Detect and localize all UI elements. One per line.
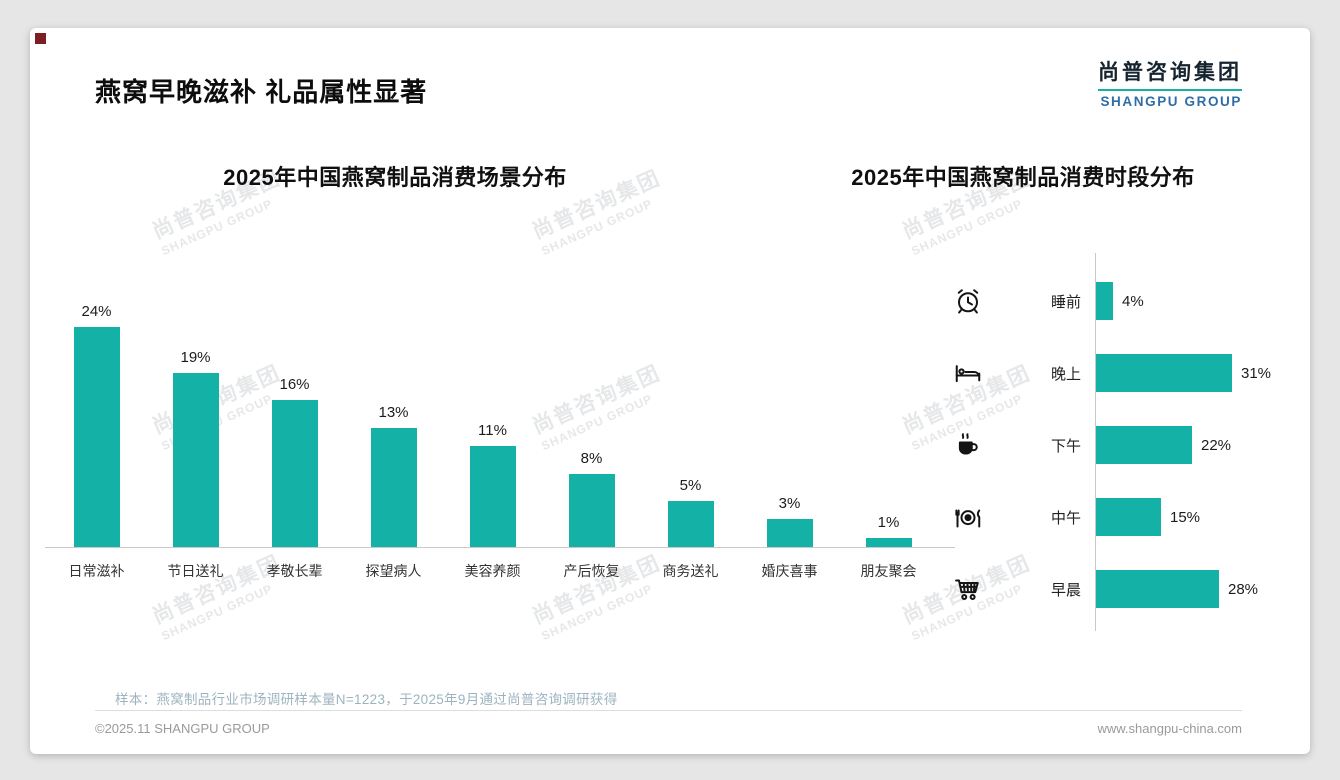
bar-column: 1% <box>839 514 938 547</box>
time-category-label: 早晨 <box>1050 581 1081 599</box>
bar-column: 16% <box>245 376 344 547</box>
company-logo: 尚普咨询集团 SHANGPU GROUP <box>1098 56 1242 109</box>
time-row: 下午 22% <box>788 409 1308 481</box>
bar <box>370 428 417 547</box>
time-category-label: 中午 <box>1050 509 1081 527</box>
bar-value-label: 8% <box>580 450 603 467</box>
bar-value-label: 22% <box>1201 436 1232 454</box>
bar-column: 11% <box>443 422 542 547</box>
bar-category-label: 孝敬长辈 <box>266 563 323 579</box>
logo-en-text: SHANGPU GROUP <box>1100 94 1242 109</box>
scenario-chart-axis <box>45 547 955 548</box>
bar <box>469 446 516 547</box>
scenario-chart-categories: 日常滋补 节日送礼 孝敬长辈 探望病人 美容养颜 产后恢复 商务送礼 婚庆喜事 朋友聚会 <box>45 548 955 581</box>
bar-column: 13% <box>344 404 443 547</box>
bar <box>568 474 615 547</box>
slide-card: 燕窝早晚滋补 礼品属性显著 尚普咨询集团 SHANGPU GROUP 尚普咨询集… <box>30 28 1310 754</box>
scenario-chart-section: 2025年中国燕窝制品消费场景分布 24% 19% 16% 13% 11% 8% 5% 3% 1… <box>45 160 955 581</box>
bar-value-label: 31% <box>1241 364 1272 382</box>
time-chart-title: 2025年中国燕窝制品消费时段分布 <box>851 165 1195 190</box>
bar-value-label: 4% <box>1122 292 1144 310</box>
coffee-cup-icon <box>953 430 995 460</box>
bar-category-label: 日常滋补 <box>68 563 125 579</box>
footer: ©2025.11 SHANGPU GROUP www.shangpu-china… <box>95 710 1242 736</box>
time-category-label: 晚上 <box>1050 365 1081 383</box>
time-category-label: 下午 <box>1050 437 1081 455</box>
time-row: 睡前 4% <box>788 265 1308 337</box>
time-row: 早晨 28% <box>788 553 1308 625</box>
corner-accent-square <box>35 33 46 44</box>
bar <box>1095 426 1192 464</box>
bar <box>73 327 120 547</box>
bar-column: 3% <box>740 495 839 547</box>
bar <box>1095 498 1161 536</box>
bar <box>1095 570 1219 608</box>
time-chart-section: 2025年中国燕窝制品消费时段分布 睡前 4% 晚上 31% 下午 22% 中午 15%… <box>788 160 1271 631</box>
bar-category-label: 产后恢复 <box>563 563 620 579</box>
bar <box>172 373 219 547</box>
bar-value-label: 3% <box>778 495 801 512</box>
bar-value-label: 16% <box>279 376 310 393</box>
bar <box>766 519 813 547</box>
bar-category-label: 婚庆喜事 <box>761 563 818 579</box>
bar-column: 24% <box>47 303 146 547</box>
tableware-icon <box>953 502 995 532</box>
bar-value-label: 1% <box>877 514 900 531</box>
bar <box>1095 282 1113 320</box>
time-chart-axis <box>1095 253 1096 631</box>
bar-category-label: 美容养颜 <box>464 563 521 579</box>
scenario-chart-title: 2025年中国燕窝制品消费场景分布 <box>223 165 567 190</box>
logo-accent-rule <box>1098 89 1242 91</box>
bar-value-label: 28% <box>1228 580 1259 598</box>
bar-category-label: 探望病人 <box>365 563 422 579</box>
footer-website: www.shangpu-china.com <box>1097 721 1242 736</box>
bar-category-label: 商务送礼 <box>662 563 719 579</box>
bar-value-label: 15% <box>1170 508 1201 526</box>
bar-category-label: 节日送礼 <box>167 563 224 579</box>
bar <box>271 400 318 547</box>
bar-value-label: 11% <box>478 422 507 439</box>
time-row: 晚上 31% <box>788 337 1308 409</box>
bar-value-label: 19% <box>180 349 211 366</box>
bar-category-label: 朋友聚会 <box>860 563 917 579</box>
bar-value-label: 5% <box>679 477 702 494</box>
bar <box>865 538 912 547</box>
bar-column: 5% <box>641 477 740 547</box>
time-row: 中午 15% <box>788 481 1308 553</box>
sample-note: 样本：燕窝制品行业市场调研样本量N=1223，于2025年9月通过尚普咨询调研获… <box>115 692 618 707</box>
bar-value-label: 13% <box>378 404 409 421</box>
bar-column: 8% <box>542 450 641 547</box>
bed-icon <box>953 358 995 388</box>
time-chart-plot: 睡前 4% 晚上 31% 下午 22% 中午 15% 早晨 28% <box>788 253 1308 631</box>
page-title: 燕窝早晚滋补 礼品属性显著 <box>95 77 428 107</box>
bar <box>1095 354 1232 392</box>
logo-cn-text: 尚普咨询集团 <box>1098 61 1242 84</box>
footer-copyright: ©2025.11 SHANGPU GROUP <box>95 721 270 736</box>
bar-column: 19% <box>146 349 245 547</box>
time-category-label: 睡前 <box>1050 293 1081 311</box>
shopping-cart-icon <box>953 574 995 604</box>
alarm-clock-icon <box>953 286 995 316</box>
bar-value-label: 24% <box>81 303 112 320</box>
bar <box>667 501 714 547</box>
scenario-chart-plot: 24% 19% 16% 13% 11% 8% 5% 3% 1% <box>45 247 955 547</box>
